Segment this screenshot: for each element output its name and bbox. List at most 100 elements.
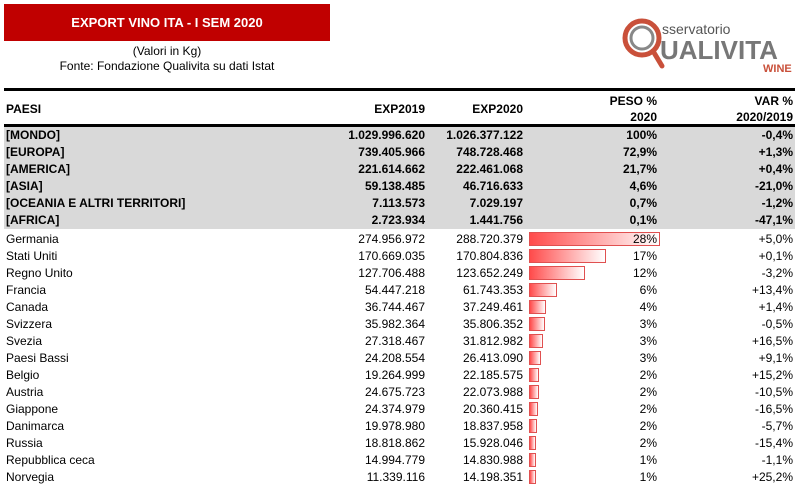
table-header: PAESI EXP2019 EXP2020 PESO % 2020 VAR % … xyxy=(4,92,795,126)
var-value: +15,2% xyxy=(751,368,793,382)
header-top-rule xyxy=(4,88,795,91)
country-row: Germania 274.956.972 288.720.379 28% +5,0% xyxy=(4,231,795,248)
exp2020-value: 31.812.982 xyxy=(462,334,523,348)
var-value: +1,4% xyxy=(758,300,793,314)
peso-bar xyxy=(529,232,660,246)
exp2020-value: 1.026.377.122 xyxy=(446,128,523,142)
country-row: Svezia 27.318.467 31.812.982 3% +16,5% xyxy=(4,333,795,350)
peso-value: 28% xyxy=(632,232,657,246)
exp2019-value: 54.447.218 xyxy=(364,283,425,297)
exp2019-value: 24.374.979 xyxy=(364,402,425,416)
peso-value: 72,9% xyxy=(622,145,657,159)
exp2020-value: 61.743.353 xyxy=(462,283,523,297)
peso-value: 3% xyxy=(639,351,657,365)
peso-bar xyxy=(529,470,536,484)
name-cell: [EUROPA] xyxy=(6,145,65,159)
exp2020-value: 14.830.988 xyxy=(462,453,523,467)
var-value: -1,2% xyxy=(761,196,793,210)
exp2019-value: 36.744.467 xyxy=(364,300,425,314)
country-row: Paesi Bassi 24.208.554 26.413.090 3% +9,1% xyxy=(4,350,795,367)
logo-line1: sservatorio xyxy=(662,21,731,37)
exp2019-value: 59.138.485 xyxy=(364,179,425,193)
exp2019-value: 14.994.779 xyxy=(364,453,425,467)
exp2020-value: 14.198.351 xyxy=(462,470,523,484)
country-row: Belgio 19.264.999 22.185.575 2% +15,2% xyxy=(4,367,795,384)
peso-value: 4% xyxy=(639,300,657,314)
peso-value: 2% xyxy=(639,368,657,382)
peso-value: 2% xyxy=(639,385,657,399)
name-cell: Danimarca xyxy=(6,419,65,433)
aggregate-row: [ASIA] 59.138.485 46.716.633 4,6% -21,0% xyxy=(4,178,795,196)
var-value: -15,4% xyxy=(754,436,793,450)
source-note: Fonte: Fondazione Qualivita su dati Ista… xyxy=(59,59,275,73)
logo-line2: UALIVITA xyxy=(660,35,778,65)
header-var: VAR % xyxy=(754,94,793,108)
peso-bar xyxy=(529,419,538,433)
var-value: -10,5% xyxy=(754,385,793,399)
var-value: +1,3% xyxy=(758,145,793,159)
name-cell: [ASIA] xyxy=(6,179,43,193)
exp2020-value: 46.716.633 xyxy=(462,179,523,193)
peso-bar xyxy=(529,402,539,416)
var-value: -47,1% xyxy=(754,213,793,227)
header-paesi: PAESI xyxy=(6,102,42,116)
country-row: Russia 18.818.862 15.928.046 2% -15,4% xyxy=(4,435,795,452)
name-cell: [OCEANIA E ALTRI TERRITORI] xyxy=(6,196,186,210)
peso-value: 2% xyxy=(639,419,657,433)
name-cell: Russia xyxy=(6,436,43,450)
name-cell: Germania xyxy=(6,232,59,246)
exp2020-value: 288.720.379 xyxy=(456,232,523,246)
name-cell: Stati Uniti xyxy=(6,249,58,263)
var-value: -0,5% xyxy=(761,317,793,331)
exp2020-value: 748.728.468 xyxy=(456,145,523,159)
peso-value: 3% xyxy=(639,334,657,348)
exp2020-value: 15.928.046 xyxy=(462,436,523,450)
name-cell: Francia xyxy=(6,283,47,297)
exp2020-value: 1.441.756 xyxy=(469,213,523,227)
peso-bar xyxy=(529,334,544,348)
exp2020-value: 22.073.988 xyxy=(462,385,523,399)
aggregate-row: [EUROPA] 739.405.966 748.728.468 72,9% +1,3% xyxy=(4,144,795,162)
country-row: Stati Uniti 170.669.035 170.804.836 17% +0,1… xyxy=(4,248,795,265)
var-value: +25,2% xyxy=(751,470,793,484)
var-value: +0,1% xyxy=(758,249,793,263)
peso-bar xyxy=(529,317,546,331)
var-value: -21,0% xyxy=(754,179,793,193)
exp2019-value: 1.029.996.620 xyxy=(348,128,425,142)
peso-value: 21,7% xyxy=(622,162,657,176)
country-row: Regno Unito 127.706.488 123.652.249 12% -3,2… xyxy=(4,265,795,282)
peso-bar xyxy=(529,300,546,314)
name-cell: Giappone xyxy=(6,402,59,416)
peso-value: 12% xyxy=(632,266,657,280)
name-cell: Repubblica ceca xyxy=(6,453,95,467)
peso-value: 100% xyxy=(626,128,657,142)
qualivita-logo: sservatorio UALIVITA WINE xyxy=(622,18,792,74)
exp2020-value: 18.837.958 xyxy=(462,419,523,433)
peso-value: 17% xyxy=(632,249,657,263)
country-row: Danimarca 19.978.980 18.837.958 2% -5,7% xyxy=(4,418,795,435)
exp2019-value: 11.339.116 xyxy=(366,470,425,484)
aggregate-row: [MONDO] 1.029.996.620 1.026.377.122 100% -0,… xyxy=(4,127,795,145)
peso-value: 6% xyxy=(639,283,657,297)
peso-value: 0,1% xyxy=(629,213,657,227)
header-peso: PESO % xyxy=(609,94,657,108)
name-cell: Svizzera xyxy=(6,317,53,331)
country-row: Austria 24.675.723 22.073.988 2% -10,5% xyxy=(4,384,795,401)
peso-bar xyxy=(529,266,585,280)
aggregate-row: [AMERICA] 221.614.662 222.461.068 21,7% +0,4… xyxy=(4,161,795,179)
exp2019-value: 127.706.488 xyxy=(358,266,425,280)
var-value: +5,0% xyxy=(758,232,793,246)
var-value: -16,5% xyxy=(754,402,793,416)
name-cell: [MONDO] xyxy=(6,128,60,142)
logo-line3: WINE xyxy=(763,63,792,74)
header-bottom-rule xyxy=(4,124,795,127)
peso-value: 2% xyxy=(639,402,657,416)
exp2020-value: 22.185.575 xyxy=(462,368,523,382)
name-cell: [AFRICA] xyxy=(6,213,60,227)
aggregate-row: [OCEANIA E ALTRI TERRITORI] 7.113.573 7.02… xyxy=(4,195,795,213)
name-cell: Canada xyxy=(6,300,49,314)
exp2019-value: 221.614.662 xyxy=(358,162,425,176)
exp2019-value: 7.113.573 xyxy=(372,196,425,210)
var-value: -1,1% xyxy=(761,453,793,467)
exp2019-value: 18.818.862 xyxy=(364,436,425,450)
